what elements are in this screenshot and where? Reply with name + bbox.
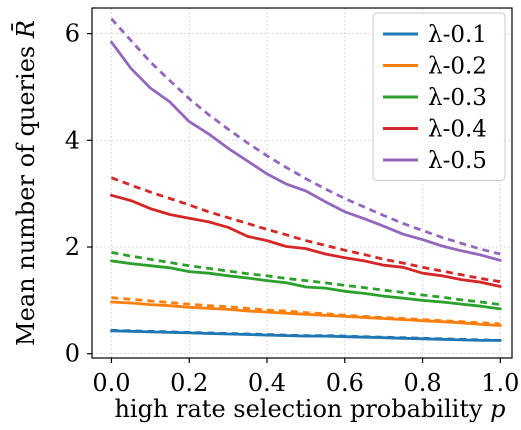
series-line-dashed-0-4 [110, 176, 501, 284]
series-line-0-4 [110, 193, 502, 288]
legend-label: λ-0.2 [428, 54, 487, 80]
legend-label: λ-0.3 [428, 85, 487, 111]
x-tick-label: 0.8 [403, 369, 441, 397]
y-tick-label: 2 [65, 233, 80, 261]
legend-label: λ-0.4 [428, 117, 487, 143]
series-line-dashed-0-3 [111, 251, 501, 306]
x-tick-label: 0.2 [170, 369, 208, 397]
y-tick-label: 4 [65, 126, 80, 154]
series-line-0-1 [110, 329, 502, 342]
y-axis-label: Mean number of queries R̄ [12, 20, 40, 346]
series-group [110, 17, 502, 342]
legend-box [372, 12, 506, 181]
y-tick-label: 0 [65, 340, 80, 368]
y-tick-label: 6 [65, 20, 80, 48]
x-axis-label: high rate selection probability p [114, 395, 505, 423]
legend-label: λ-0.5 [428, 148, 487, 174]
series-line-0-3 [110, 259, 502, 311]
axis-ticks: 0.0 0.2 0.4 0.6 0.8 1.0 0 2 4 6 [65, 20, 520, 397]
legend-label: λ-0.1 [428, 22, 487, 48]
plot-area-frame [91, 7, 513, 359]
x-tick-label: 0.0 [92, 369, 130, 397]
series-line-0-5 [110, 40, 502, 262]
x-tick-label: 1.0 [481, 369, 519, 397]
x-tick-label: 0.4 [248, 369, 286, 397]
x-tick-label: 0.6 [326, 369, 364, 397]
legend: λ-0.1 λ-0.2 λ-0.3 λ-0.4 λ-0.5 [372, 12, 506, 181]
series-line-0-2 [110, 300, 502, 327]
series-line-dashed-0-5 [110, 17, 501, 256]
